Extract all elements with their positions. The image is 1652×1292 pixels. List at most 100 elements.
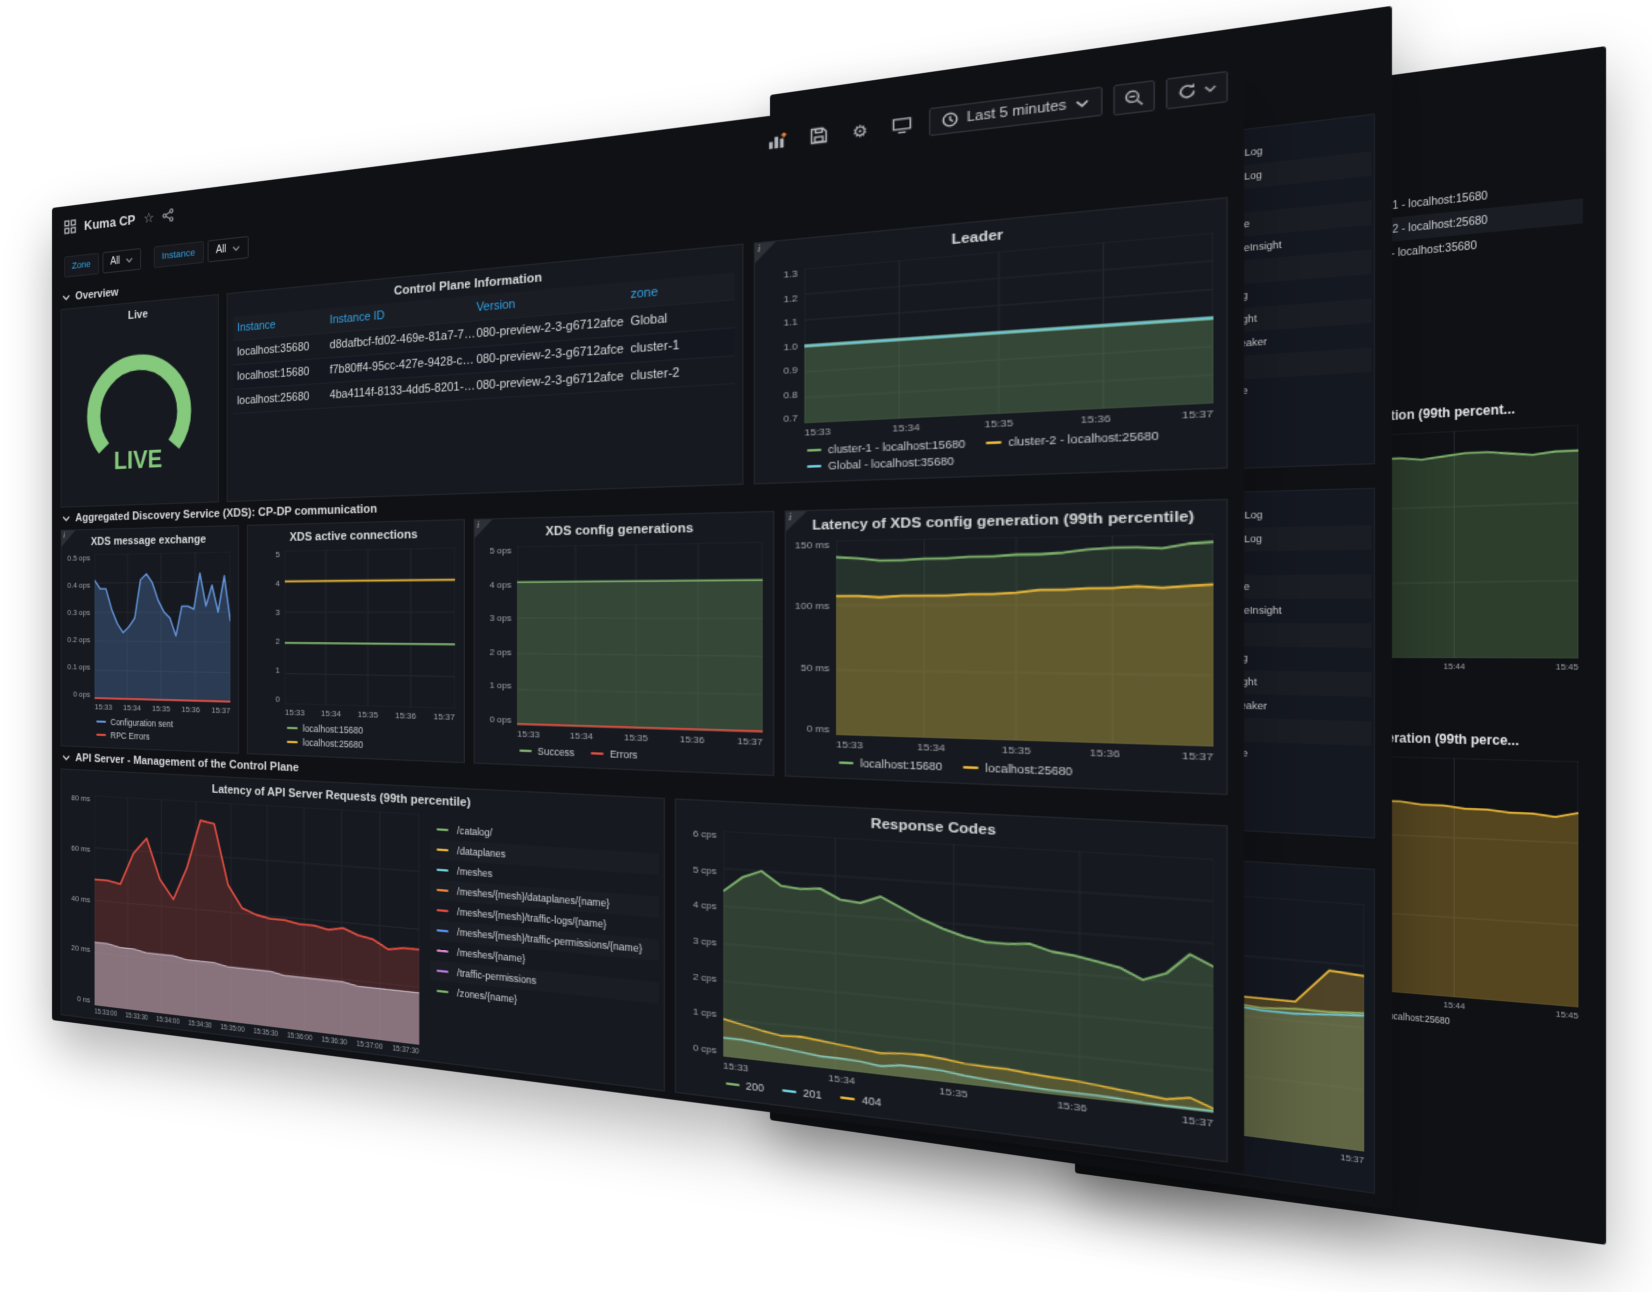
table-cell: Global [630, 311, 668, 329]
panel-leader: i Leader 1.3 1.2 1.1 1.0 0.9 0.8 0.7 15:33 15:34… [753, 196, 1228, 485]
legend-color-dash [96, 720, 107, 723]
legend-color-dash [96, 733, 107, 737]
x-axis-tick: 15:34:30 [188, 1019, 212, 1031]
column-header[interactable]: Instance [237, 318, 276, 335]
legend-color-dash [806, 448, 822, 452]
table-cell: localhost:25680 [237, 390, 310, 408]
legend-item[interactable]: Global - localhost:35680 [806, 454, 954, 473]
zoom-out-button[interactable] [1113, 79, 1155, 116]
legend-item[interactable]: 201 [782, 1084, 822, 1101]
x-axis-tick: 15:34 [917, 741, 946, 754]
legend-item[interactable]: cluster-1 - localhost:15680 [806, 437, 965, 456]
y-axis-tick: 150 ms [794, 539, 830, 552]
legend-color-dash [985, 441, 1002, 445]
dashboard-grid-icon[interactable] [64, 219, 76, 235]
legend-label: localhost:25680 [985, 761, 1073, 779]
y-axis-tick: 0.9 [783, 364, 798, 377]
x-axis-tick: 15:44 [1443, 999, 1466, 1012]
y-axis-tick: 1.3 [783, 267, 798, 281]
time-range-picker[interactable]: Last 5 minutes [928, 86, 1103, 137]
info-icon: i [476, 519, 480, 531]
panel-config-generation-bottom: onfig generation (99th perce... 15:4315:… [1329, 725, 1588, 1047]
panel-xds-latency: i Latency of XDS config generation (99th… [784, 498, 1228, 796]
share-icon[interactable] [162, 207, 174, 222]
xds-message-chart: 0.5 ops 0.4 ops 0.3 ops 0.2 ops 0.1 ops 0 ops… [61, 547, 238, 719]
y-axis: 5 4 3 2 1 0 [252, 550, 285, 705]
legend-item[interactable]: localhost:15680 [286, 722, 363, 736]
zone-filter-value[interactable]: All [102, 247, 141, 274]
legend-item[interactable]: localhost:25680 [286, 736, 363, 750]
api-endpoints-legend: /catalog//dataplanes/meshes/meshes/{mesh… [428, 810, 664, 1090]
legend-color-dash [806, 464, 822, 468]
add-panel-icon[interactable] [762, 125, 793, 156]
legend-item[interactable]: Errors [590, 747, 637, 761]
y-axis-tick: 4 [275, 578, 280, 589]
legend-item[interactable]: 404 [840, 1091, 881, 1109]
legend-color-dash [436, 969, 449, 973]
x-axis-tick: 15:36 [1089, 746, 1121, 760]
xds-message-legend: Configuration sent RPC Errors [61, 713, 238, 752]
save-dashboard-icon[interactable] [803, 120, 835, 151]
legend-color-dash [840, 1096, 856, 1101]
tv-mode-icon[interactable] [886, 109, 919, 141]
xds-connections-chart: 5 4 3 2 1 0 15:33 15:34 15:35 15:36 15:37 [248, 543, 464, 726]
x-axis-tick: 15:45 [1555, 1008, 1579, 1021]
legend-color-dash [838, 761, 854, 765]
x-axis-tick: 15:37 [737, 735, 763, 748]
x-axis-tick: 15:35 [1001, 744, 1031, 757]
instance-filter-value[interactable]: All [207, 235, 249, 263]
x-axis-tick: 15:36:30 [321, 1036, 348, 1047]
plot-area [836, 533, 1214, 747]
table-cell: cluster-1 [630, 338, 680, 357]
refresh-button[interactable] [1165, 70, 1228, 109]
y-axis-tick: 0 ops [489, 714, 512, 726]
legend-color-dash [436, 908, 449, 913]
legend-label: /dataplanes [456, 845, 506, 860]
legend-label: 200 [745, 1079, 764, 1095]
legend-item[interactable]: 200 [725, 1077, 764, 1095]
x-axis-tick: 15:34 [569, 730, 594, 742]
legend-item[interactable]: cluster-2 - localhost:25680 [985, 429, 1159, 449]
legend-item[interactable]: localhost:25680 [962, 761, 1073, 779]
legend-item[interactable]: Configuration sent [96, 716, 173, 729]
y-axis-tick: 0.8 [783, 388, 798, 401]
table-cell: 080-preview-2-3-g6712afce [476, 369, 624, 393]
legend-label: Global - localhost:35680 [828, 454, 954, 473]
star-icon[interactable]: ☆ [143, 208, 155, 226]
plot-area [1336, 425, 1579, 659]
x-axis-tick: 15:33 [284, 707, 305, 718]
panel-live: Live LIVE [60, 293, 219, 508]
y-axis-tick: 4 ops [489, 579, 512, 590]
chevron-down-icon [1075, 99, 1089, 109]
x-axis-tick: 15:36 [679, 733, 705, 746]
legend-label: RPC Errors [110, 730, 150, 742]
table-cell: 080-preview-2-3-g6712afce [476, 342, 624, 367]
legend-color-dash [519, 749, 532, 753]
info-icon: i [788, 511, 792, 523]
chevron-down-icon [62, 294, 70, 301]
x-axis-tick: 15:33 [94, 702, 113, 712]
x-axis-tick: 15:37 [1181, 749, 1214, 764]
y-axis: 80 ms 60 ms 40 ms 20 ms 0 ns [65, 793, 95, 1005]
zone-filter-label: Zone [64, 252, 99, 278]
y-axis-tick: 1 [275, 665, 280, 676]
legend-color-dash [725, 1082, 740, 1087]
legend-item[interactable]: localhost:15680 [838, 756, 942, 773]
plot-area [1336, 755, 1579, 1008]
legend-item[interactable]: RPC Errors [96, 730, 150, 742]
legend-label: /meshes [456, 865, 493, 880]
x-axis-tick: 15:36 [1056, 1098, 1087, 1115]
legend-color-dash [286, 726, 298, 730]
y-axis-tick: 2 cps [692, 970, 717, 984]
plot-area [517, 542, 763, 733]
info-icon: i [63, 530, 66, 540]
settings-gear-icon[interactable]: ⚙ [852, 120, 868, 141]
x-axis-tick: 15:33 [804, 425, 831, 439]
panel-response-codes: Response Codes 6 cps 5 cps 4 cps 3 cps 2 cps… [674, 798, 1228, 1163]
y-axis-tick: 0.5 ops [67, 553, 91, 563]
legend-item[interactable]: Success [519, 745, 574, 758]
column-header[interactable]: zone [630, 285, 659, 302]
legend-label: localhost:25680 [1386, 1009, 1450, 1027]
plot-area [94, 795, 420, 1045]
